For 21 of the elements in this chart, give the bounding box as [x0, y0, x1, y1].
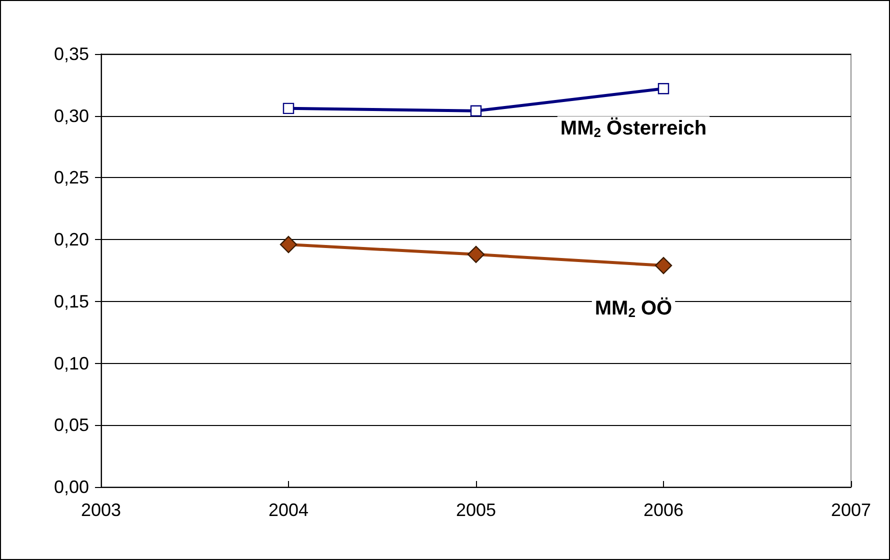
y-tick-label: 0,00: [54, 477, 89, 497]
point: [467, 246, 485, 264]
y-tick-label: 0,15: [54, 291, 89, 312]
series-label: MM2 Österreich: [560, 116, 707, 140]
x-tick-label: 2003: [80, 500, 122, 520]
series-label: MM2 OÖ: [594, 296, 672, 320]
y-tick-label: 0,25: [54, 168, 89, 188]
y-tick-label: 0,10: [54, 353, 89, 374]
point: [654, 256, 672, 274]
x-tick-label: 2007: [830, 500, 872, 520]
x-tick-label: 2006: [643, 500, 684, 520]
x-tick-label: 2004: [268, 500, 309, 520]
point: [658, 83, 670, 94]
y-tick-label: 0,20: [54, 230, 89, 250]
y-tick-label: 0,30: [54, 106, 89, 126]
y-tick-label: 0,35: [54, 44, 89, 64]
x-tick-label: 2005: [456, 500, 496, 520]
point: [470, 105, 482, 117]
point: [282, 102, 294, 114]
point: [280, 236, 298, 254]
y-tick-label: 0,05: [54, 415, 89, 436]
